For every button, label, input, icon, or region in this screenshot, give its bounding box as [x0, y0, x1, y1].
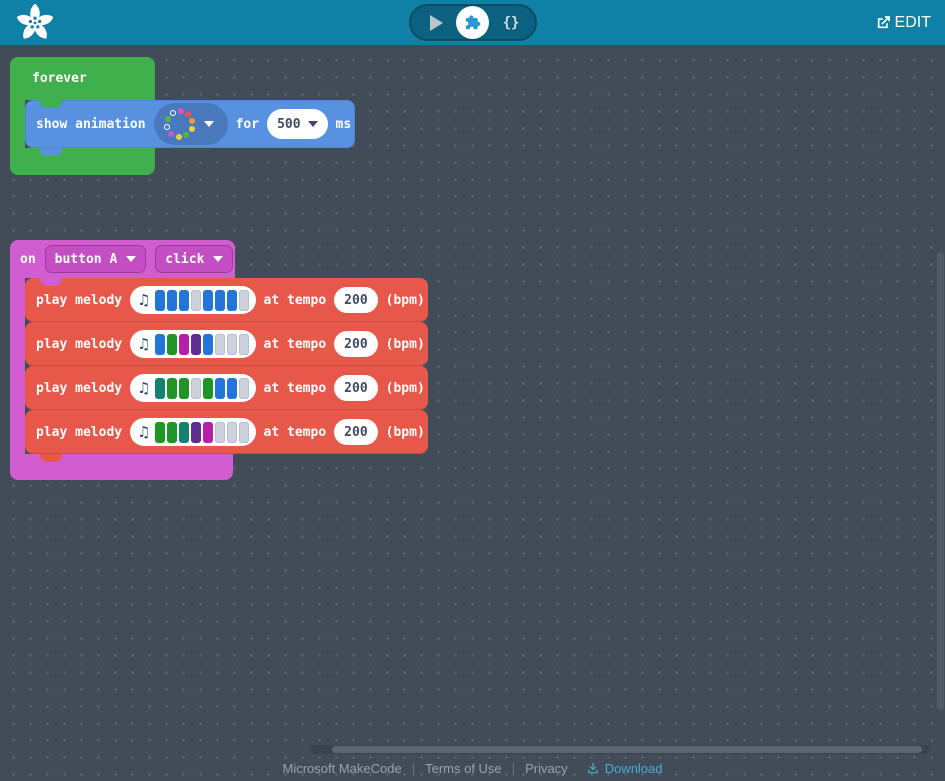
melody-editor-field[interactable]: ♫ — [130, 374, 256, 402]
tempo-field[interactable]: 200 — [334, 331, 378, 357]
at-tempo-label: at tempo — [263, 336, 327, 352]
music-note-icon: ♫ — [137, 334, 151, 353]
flower-icon — [16, 3, 54, 39]
on-button-event-block[interactable]: on button A click — [10, 240, 235, 278]
edit-label: EDIT — [894, 13, 931, 31]
at-tempo-label: at tempo — [263, 424, 327, 440]
footer-separator: | — [411, 760, 416, 776]
download-button[interactable]: Download — [586, 761, 663, 776]
play-melody-label: play melody — [36, 380, 123, 396]
on-block-arm — [10, 278, 25, 454]
vertical-scrollbar-thumb[interactable] — [937, 252, 944, 710]
melody-editor-field[interactable]: ♫ — [130, 418, 256, 446]
on-label: on — [20, 251, 36, 267]
adafruit-flower-logo[interactable] — [14, 2, 56, 44]
forever-block-arm — [10, 100, 25, 148]
show-animation-label: show animation — [36, 116, 146, 132]
melody-bars — [154, 421, 249, 443]
block-notch — [40, 454, 62, 462]
event-dropdown-value: click — [165, 251, 205, 267]
for-label: for — [235, 116, 260, 132]
tempo-value: 200 — [344, 292, 368, 308]
tempo-value: 200 — [344, 336, 368, 352]
bpm-label: (bpm) — [385, 292, 425, 308]
block-notch — [40, 148, 62, 156]
button-dropdown-value: button A — [54, 251, 118, 267]
blocks-view-button[interactable] — [456, 6, 489, 39]
bpm-label: (bpm) — [385, 336, 425, 352]
play-melody-label: play melody — [36, 292, 123, 308]
forever-label: forever — [32, 71, 87, 86]
footer-link-terms[interactable]: Terms of Use — [425, 760, 502, 776]
music-note-icon: ♫ — [137, 290, 151, 309]
duration-value: 500 — [277, 116, 301, 132]
edit-button[interactable]: EDIT — [875, 14, 931, 32]
event-dropdown[interactable]: click — [155, 245, 234, 273]
external-link-icon — [877, 16, 890, 29]
forever-block[interactable]: forever — [10, 57, 155, 100]
chevron-down-icon — [307, 121, 318, 127]
footer-link-privacy[interactable]: Privacy — [525, 760, 568, 776]
chevron-down-icon — [203, 121, 214, 127]
duration-dropdown[interactable]: 500 — [267, 109, 328, 139]
tempo-field[interactable]: 200 — [334, 287, 378, 313]
bpm-label: (bpm) — [385, 424, 425, 440]
animation-preview-ring — [163, 107, 197, 141]
play-melody-label: play melody — [36, 336, 123, 352]
show-animation-block[interactable]: show animation for 500 ms — [25, 100, 355, 148]
ms-label: ms — [335, 116, 352, 132]
at-tempo-label: at tempo — [263, 292, 327, 308]
melody-bars — [154, 333, 249, 355]
sim-toolbar: {} — [408, 4, 537, 41]
tempo-value: 200 — [344, 424, 368, 440]
javascript-view-button[interactable]: {} — [496, 8, 526, 38]
tempo-field[interactable]: 200 — [334, 419, 378, 445]
download-icon — [588, 762, 598, 774]
at-tempo-label: at tempo — [263, 380, 327, 396]
play-icon — [429, 14, 443, 31]
block-notch — [40, 278, 62, 286]
play-melody-block-4[interactable]: play melody ♫ at tempo 200 (bpm) — [25, 410, 428, 454]
music-note-icon: ♫ — [137, 378, 151, 397]
download-label: Download — [604, 760, 663, 776]
play-melody-block-3[interactable]: play melody ♫ at tempo 200 (bpm) — [25, 366, 428, 410]
melody-bars — [154, 289, 249, 311]
animation-dropdown[interactable] — [153, 103, 228, 145]
play-melody-block-2[interactable]: play melody ♫ at tempo 200 (bpm) — [25, 322, 428, 366]
music-note-icon: ♫ — [137, 422, 151, 441]
play-button[interactable] — [419, 8, 449, 38]
button-dropdown[interactable]: button A — [44, 245, 147, 273]
play-melody-label: play melody — [36, 424, 123, 440]
tempo-value: 200 — [344, 380, 368, 396]
footer-separator: | — [511, 760, 516, 776]
puzzle-piece-icon — [465, 15, 481, 30]
horizontal-scrollbar-thumb[interactable] — [332, 746, 922, 753]
block-notch — [40, 100, 62, 108]
braces-icon: {} — [502, 14, 520, 31]
footer-bar: Microsoft MakeCode | Terms of Use | Priv… — [0, 757, 945, 779]
header-bar: {} EDIT — [0, 0, 945, 45]
melody-bars — [154, 377, 249, 399]
melody-editor-field[interactable]: ♫ — [130, 330, 256, 358]
forever-block-bottom — [10, 148, 155, 175]
chevron-down-icon — [126, 256, 137, 262]
tempo-field[interactable]: 200 — [334, 375, 378, 401]
play-melody-block-1[interactable]: play melody ♫ at tempo 200 (bpm) — [25, 278, 428, 322]
melody-editor-field[interactable]: ♫ — [130, 286, 256, 314]
footer-link-makecode[interactable]: Microsoft MakeCode — [282, 760, 402, 776]
bpm-label: (bpm) — [385, 380, 425, 396]
chevron-down-icon — [213, 256, 224, 262]
